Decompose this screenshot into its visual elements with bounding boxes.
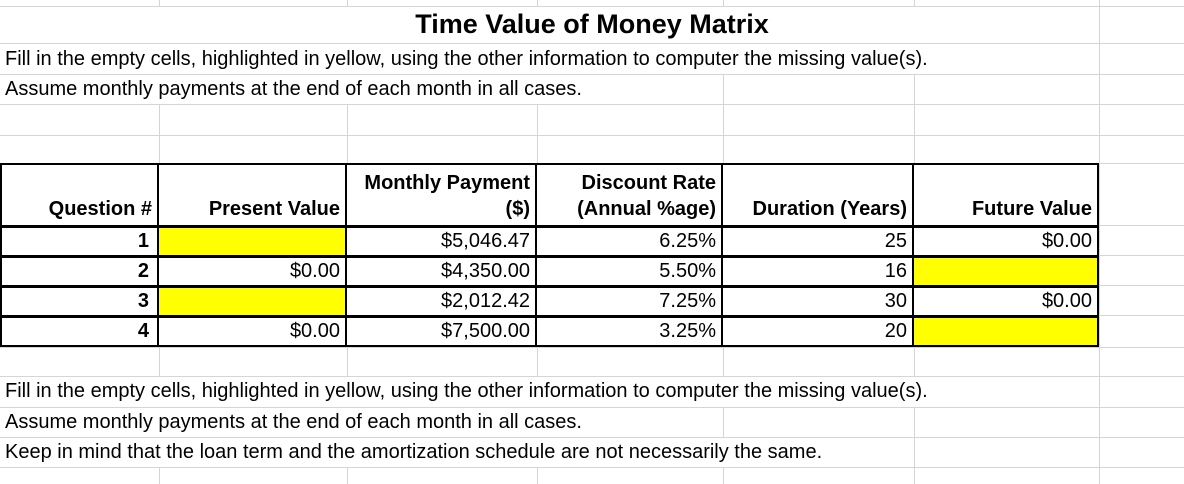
- cell-future-value-q2[interactable]: [914, 258, 1097, 285]
- cell-question-number-q1[interactable]: 1: [2, 228, 159, 255]
- cell-present-value-q1[interactable]: [159, 228, 347, 255]
- gridline-horizontal: [0, 6, 1184, 7]
- gridline-mask: [0, 75, 723, 104]
- cell-present-value-q4[interactable]: $0.00: [159, 318, 347, 345]
- gridline-horizontal: [0, 376, 1184, 377]
- instruction-note-top-1: Fill in the empty cells, highlighted in …: [5, 48, 928, 70]
- gridline-mask: [0, 408, 723, 437]
- cell-duration-q4[interactable]: 20: [723, 318, 914, 345]
- gridline-horizontal: [0, 407, 1184, 408]
- gridline-horizontal: [0, 467, 1184, 468]
- header-present-value: Present Value: [159, 165, 347, 225]
- gridline-mask: [0, 438, 914, 467]
- header-discount-rate: Discount Rate (Annual %age): [537, 165, 723, 225]
- cell-discount-rate-q2[interactable]: 5.50%: [537, 258, 723, 285]
- header-duration-years: Duration (Years): [723, 165, 914, 225]
- cell-question-number-q2[interactable]: 2: [2, 258, 159, 285]
- gridline-horizontal: [0, 437, 1184, 438]
- gridline-mask: [0, 44, 1099, 74]
- gridline-horizontal: [0, 347, 1184, 348]
- cell-discount-rate-q3[interactable]: 7.25%: [537, 288, 723, 315]
- table-row-q4: 4 $0.00 $7,500.00 3.25% 20: [2, 318, 1097, 345]
- cell-present-value-q3[interactable]: [159, 288, 347, 315]
- instruction-note-bottom-3: Keep in mind that the loan term and the …: [5, 441, 823, 463]
- cell-monthly-payment-q4[interactable]: $7,500.00: [347, 318, 537, 345]
- cell-question-number-q3[interactable]: 3: [2, 288, 159, 315]
- cell-duration-q1[interactable]: 25: [723, 228, 914, 255]
- gridline-horizontal: [0, 135, 1184, 136]
- cell-discount-rate-q1[interactable]: 6.25%: [537, 228, 723, 255]
- header-monthly-payment: Monthly Payment ($): [347, 165, 537, 225]
- cell-future-value-q3[interactable]: $0.00: [1041, 290, 1092, 312]
- gridline-horizontal: [0, 43, 1184, 44]
- header-question-number: Question #: [2, 165, 159, 225]
- gridline-vertical: [1099, 0, 1100, 484]
- cell-monthly-payment-q3[interactable]: $2,012.42: [347, 288, 537, 315]
- table-header-row: Question # Present Value Monthly Payment…: [2, 165, 1097, 228]
- cell-question-number-q4[interactable]: 4: [2, 318, 159, 345]
- gridline-mask: [0, 377, 1099, 407]
- cell-monthly-payment-q2[interactable]: $4,350.00: [347, 258, 537, 285]
- table-row-q3: 3 $2,012.42 7.25% 30 $0.00: [2, 288, 1097, 318]
- table-row-q2: 2 $0.00 $4,350.00 5.50% 16: [2, 258, 1097, 288]
- cell-duration-q3[interactable]: 30: [723, 288, 914, 315]
- cell-future-value-q1[interactable]: $0.00: [1041, 230, 1092, 252]
- sheet-title: Time Value of Money Matrix: [415, 9, 769, 39]
- header-future-value: Future Value: [971, 198, 1092, 220]
- instruction-note-bottom-2: Assume monthly payments at the end of ea…: [5, 411, 582, 433]
- tvm-table: Question # Present Value Monthly Payment…: [0, 163, 1099, 347]
- cell-monthly-payment-q1[interactable]: $5,046.47: [347, 228, 537, 255]
- cell-present-value-q2[interactable]: $0.00: [159, 258, 347, 285]
- cell-future-value-q4[interactable]: [914, 318, 1097, 345]
- instruction-note-top-2: Assume monthly payments at the end of ea…: [5, 78, 582, 100]
- instruction-note-bottom-1: Fill in the empty cells, highlighted in …: [5, 380, 928, 402]
- cell-discount-rate-q4[interactable]: 3.25%: [537, 318, 723, 345]
- table-row-q1: 1 $5,046.47 6.25% 25 $0.00: [2, 228, 1097, 258]
- gridline-mask: [0, 7, 1099, 43]
- gridline-horizontal: [0, 74, 1184, 75]
- cell-duration-q2[interactable]: 16: [723, 258, 914, 285]
- gridline-horizontal: [0, 104, 1184, 105]
